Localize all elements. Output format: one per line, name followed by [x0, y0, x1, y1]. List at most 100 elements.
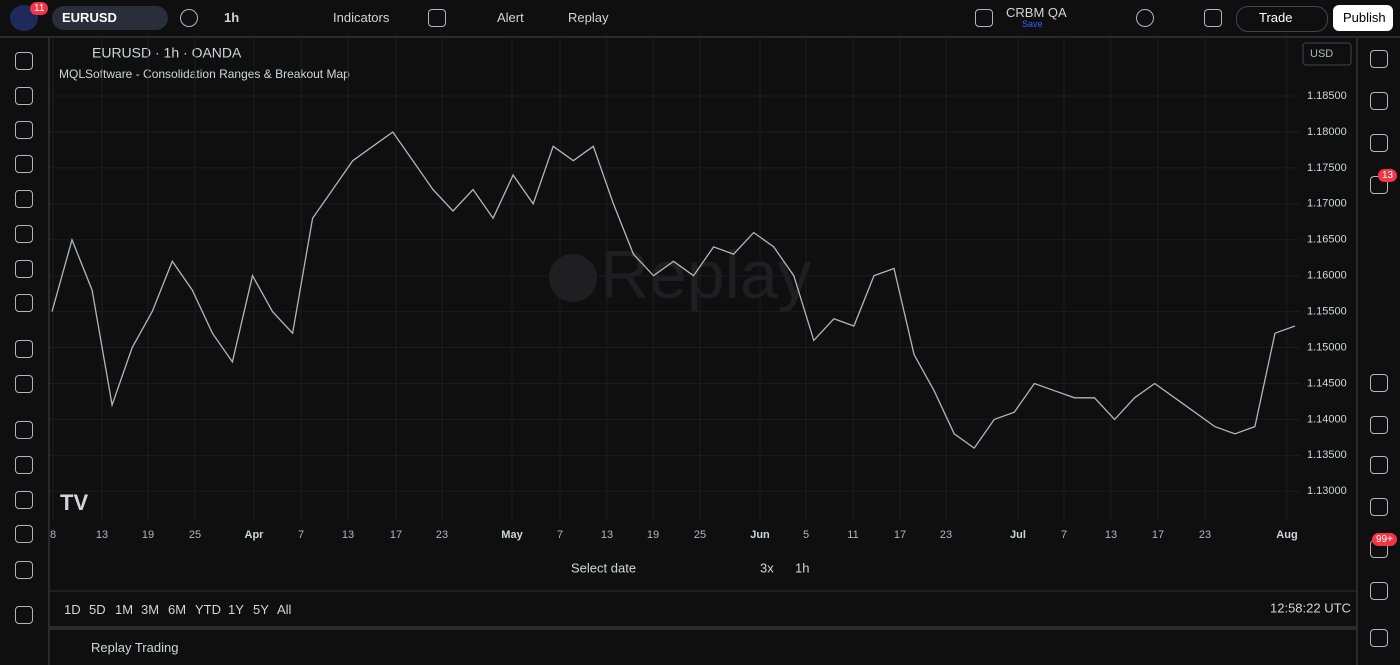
symbol[interactable]: EURUSD: [62, 10, 117, 25]
x-tick-label: 19: [647, 529, 659, 541]
x-tick-label: Jul: [1010, 529, 1026, 541]
x-tick-label: 23: [1199, 529, 1211, 541]
layout-name[interactable]: CRBM QA: [1006, 5, 1067, 20]
symbol-legend: EURUSD · 1h · OANDA: [92, 45, 242, 61]
tool-icon[interactable]: [15, 260, 33, 278]
x-tick-label: 7: [557, 529, 563, 541]
tool-icon[interactable]: [15, 155, 33, 173]
range-button[interactable]: 1M: [115, 602, 134, 617]
x-tick-label: 13: [601, 529, 613, 541]
layouts-icon[interactable]: [428, 9, 446, 27]
replay-speed[interactable]: 3x: [760, 560, 774, 575]
tool-icon[interactable]: [1370, 92, 1388, 110]
checkbox-icon[interactable]: [975, 9, 993, 27]
x-tick-label: 7: [298, 529, 304, 541]
x-tick-label: 23: [940, 529, 952, 541]
save-label[interactable]: Save: [1022, 19, 1043, 29]
watermark-icon: [549, 254, 597, 302]
x-tick-label: Jun: [750, 529, 770, 541]
x-tick-label: 25: [189, 529, 201, 541]
y-tick-label: 1.13000: [1307, 485, 1347, 497]
y-tick-label: 1.15500: [1307, 306, 1347, 318]
x-tick-label: 17: [894, 529, 906, 541]
right-sidebar: [1358, 38, 1400, 665]
left-toolbar: [0, 38, 48, 665]
tool-icon[interactable]: [1370, 134, 1388, 152]
tool-icon[interactable]: [1370, 374, 1388, 392]
x-tick-label: 13: [96, 529, 108, 541]
tool-icon[interactable]: [1370, 582, 1388, 600]
tool-icon[interactable]: [15, 294, 33, 312]
trade-button[interactable]: Trade: [1259, 10, 1293, 25]
clock: 12:58:22 UTC: [1270, 600, 1351, 615]
y-tick-label: 1.13500: [1307, 449, 1347, 461]
tool-icon[interactable]: [15, 52, 33, 70]
range-button[interactable]: 6M: [168, 602, 187, 617]
replay-button[interactable]: Replay: [568, 10, 609, 25]
publish-pill[interactable]: [1333, 5, 1393, 31]
tool-icon[interactable]: [15, 491, 33, 509]
range-button[interactable]: All: [277, 602, 292, 617]
tool-icon[interactable]: [1370, 498, 1388, 516]
x-tick-label: 13: [1105, 529, 1117, 541]
range-button[interactable]: YTD: [195, 602, 221, 617]
range-button[interactable]: 3M: [141, 602, 160, 617]
range-button[interactable]: 1D: [64, 602, 81, 617]
tool-icon[interactable]: [15, 340, 33, 358]
chart-pane: [50, 38, 1356, 626]
x-tick-label: 19: [142, 529, 154, 541]
tool-icon[interactable]: [15, 190, 33, 208]
tool-icon[interactable]: [1370, 629, 1388, 647]
replay-interval[interactable]: 1h: [795, 560, 809, 575]
x-tick-label: 11: [847, 529, 858, 541]
range-button[interactable]: 5D: [89, 602, 106, 617]
tool-icon[interactable]: [15, 121, 33, 139]
add-icon[interactable]: [180, 9, 198, 27]
tv-logo: TV: [60, 490, 88, 515]
select-date[interactable]: Select date: [571, 560, 636, 575]
x-tick-label: 13: [342, 529, 354, 541]
top-toolbar: [0, 0, 1400, 36]
settings-icon[interactable]: [1136, 9, 1154, 27]
range-button[interactable]: 5Y: [253, 602, 269, 617]
tool-icon[interactable]: [1370, 456, 1388, 474]
currency-box[interactable]: [1302, 42, 1352, 66]
trade-pill[interactable]: [1236, 6, 1328, 32]
y-tick-label: 1.16000: [1307, 270, 1347, 282]
x-tick-label: Apr: [245, 529, 265, 541]
y-tick-label: 1.16500: [1307, 234, 1347, 246]
tool-icon[interactable]: [15, 456, 33, 474]
x-tick-label: 17: [390, 529, 402, 541]
interval[interactable]: 1h: [224, 10, 240, 25]
tool-icon[interactable]: [15, 606, 33, 624]
tool-icon[interactable]: [15, 225, 33, 243]
tool-icon[interactable]: [1370, 50, 1388, 68]
x-tick-label: 17: [1152, 529, 1164, 541]
y-tick-label: 1.18000: [1307, 126, 1347, 138]
y-tick-label: 1.14000: [1307, 413, 1347, 425]
snapshot-icon[interactable]: [1204, 9, 1222, 27]
x-tick-label: 25: [694, 529, 706, 541]
tool-icon[interactable]: [15, 421, 33, 439]
tool-icon[interactable]: [15, 561, 33, 579]
indicators-button[interactable]: Indicators: [333, 10, 390, 25]
panel-title[interactable]: Replay Trading: [91, 640, 179, 655]
currency[interactable]: USD: [1310, 48, 1333, 60]
avatar-badge: 11: [30, 2, 49, 15]
publish-button[interactable]: Publish: [1343, 10, 1386, 25]
symbol-search[interactable]: [52, 6, 168, 30]
x-tick-label: 7: [1061, 529, 1067, 541]
price-line: [51, 131, 1296, 450]
tool-icon[interactable]: [15, 87, 33, 105]
x-tick-label: 5: [803, 529, 809, 541]
x-tick-label: May: [501, 529, 523, 541]
tool-icon[interactable]: [15, 375, 33, 393]
x-tick-label: 8: [50, 529, 56, 541]
tool-icon[interactable]: [15, 525, 33, 543]
alert-button[interactable]: Alert: [497, 10, 524, 25]
x-tick-label: Aug: [1276, 529, 1297, 541]
tool-icon[interactable]: [1370, 416, 1388, 434]
range-button[interactable]: 1Y: [228, 602, 244, 617]
y-tick-label: 1.17500: [1307, 162, 1347, 174]
